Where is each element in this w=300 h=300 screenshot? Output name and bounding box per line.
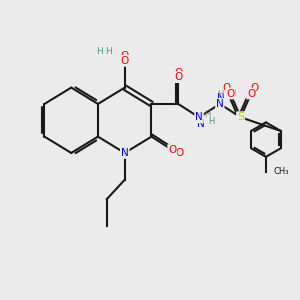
Text: O: O [250,83,259,93]
Text: N: N [121,148,129,158]
Text: O: O [168,145,176,155]
Text: O: O [223,83,231,93]
Text: S: S [237,112,244,122]
Text: O: O [121,56,129,66]
Text: O: O [174,68,182,78]
Text: H: H [208,117,214,126]
Text: N: N [197,119,204,129]
Text: H: H [105,47,112,56]
Text: N: N [195,112,203,122]
Text: N: N [218,93,225,103]
Text: H: H [217,90,224,99]
Text: H: H [204,110,211,119]
Text: O: O [226,88,234,98]
Text: H: H [229,89,235,98]
Text: O: O [176,148,184,158]
Text: O: O [121,51,129,62]
Text: N: N [121,148,129,158]
Text: O: O [247,88,255,98]
Text: S: S [237,112,244,122]
Text: CH₃: CH₃ [273,167,289,176]
Text: H: H [96,47,103,56]
Text: N: N [216,99,224,109]
Text: O: O [174,72,182,82]
